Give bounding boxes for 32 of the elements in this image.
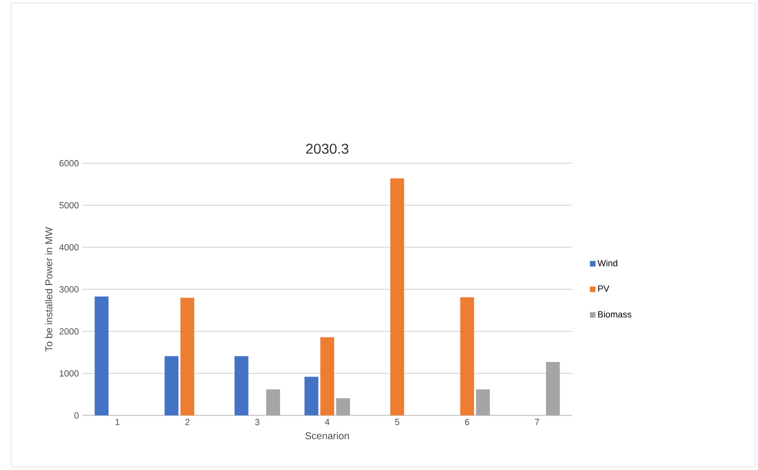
chart-title: 2030.3 [306, 144, 348, 154]
legend-label: PV [598, 286, 610, 292]
bar [390, 178, 404, 416]
legend-label: Biomass [598, 311, 632, 318]
bar [164, 356, 178, 416]
x-tick-label: 6 [465, 418, 470, 426]
bar [180, 298, 194, 416]
bar [94, 296, 109, 416]
y-tick-label: 0 [74, 412, 79, 419]
bar [304, 376, 318, 416]
y-tick-label: 6000 [60, 160, 79, 166]
y-tick-label: 4000 [59, 244, 79, 251]
x-tick-label: 1 [116, 419, 120, 426]
x-tick-label: 4 [324, 419, 330, 426]
bar [336, 398, 350, 416]
y-tick-label: 1000 [60, 370, 79, 377]
bar [266, 389, 280, 416]
bar [460, 297, 474, 416]
y-tick-label: 2000 [60, 328, 79, 335]
y-axis-title: To be installed Power in MW [45, 227, 52, 352]
x-tick-label: 5 [395, 419, 400, 426]
legend-label: Wind [598, 260, 618, 266]
bar [476, 389, 490, 416]
bar [320, 337, 334, 416]
x-tick-label: 7 [535, 419, 540, 426]
y-tick-label: 3000 [59, 286, 79, 293]
x-tick-label: 3 [255, 418, 260, 426]
x-tick-label: 2 [185, 418, 190, 426]
bar [546, 362, 560, 416]
bar [234, 356, 248, 416]
x-axis-title: Scenarion [305, 432, 349, 440]
y-tick-label: 5000 [59, 202, 79, 208]
